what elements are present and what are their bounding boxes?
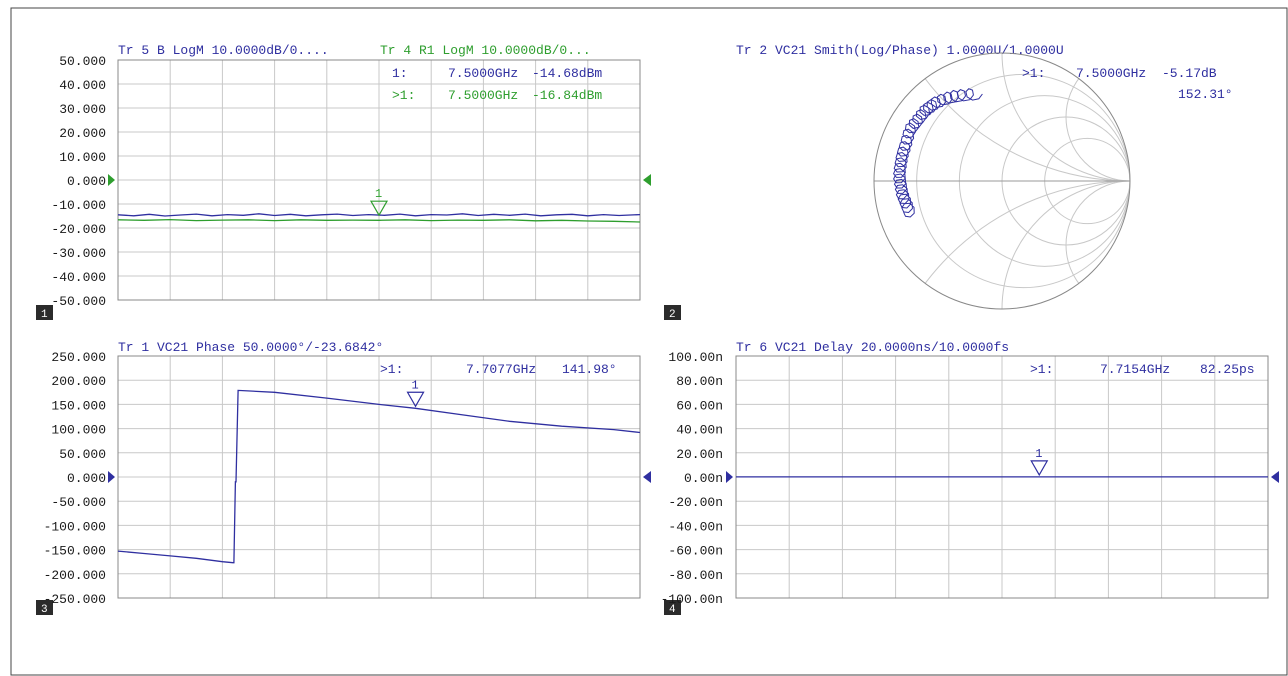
marker-number: 1: [1035, 447, 1042, 461]
marker-readout-label: >1:: [380, 362, 403, 377]
reference-arrow-left: [726, 471, 733, 483]
y-tick-label: -20.00n: [668, 495, 723, 510]
y-tick-label: -80.00n: [668, 568, 723, 583]
y-tick-label: 0.00n: [684, 471, 723, 486]
marker-readout-freq: 7.5000GHz: [1076, 66, 1146, 81]
y-tick-label: 0.000: [67, 471, 106, 486]
y-tick-label: -50.000: [51, 495, 106, 510]
panel-number-box: [664, 305, 681, 320]
marker-readout-freq: 7.7154GHz: [1100, 362, 1170, 377]
plot-frame: [117, 59, 641, 301]
marker-number: 1: [375, 187, 382, 201]
smith-outer-circle: [873, 52, 1131, 310]
y-tick-label: -30.000: [51, 246, 106, 261]
panel-number-box: [36, 600, 53, 615]
smith-trace: [893, 88, 983, 218]
y-tick-label: 60.00n: [676, 398, 723, 413]
y-tick-label: -100.00n: [661, 592, 723, 607]
marker-triangle: [1030, 460, 1049, 477]
marker-number: 1: [412, 378, 419, 392]
reference-arrow-left: [108, 174, 115, 186]
panel-1: 1 Tr 5 B LogM 10.0000dB/0.... Tr 4 R1 LogM…: [36, 43, 651, 321]
y-tick-label: -60.00n: [668, 544, 723, 559]
y-tick-label: 40.000: [59, 78, 106, 93]
marker-readout-value: 82.25ps: [1200, 362, 1255, 377]
trace-title: Tr 2 VC21 Smith(Log/Phase) 1.0000U/1.000…: [736, 43, 1064, 58]
reference-arrow-right: [643, 174, 651, 186]
marker-readout-freq: 7.5000GHz: [448, 88, 518, 103]
panel-4: 4 Tr 6 VC21 Delay 20.0000ns/10.0000fs 100.…: [661, 340, 1279, 616]
reference-arrow-right: [1271, 471, 1279, 483]
marker-readout-freq: 7.5000GHz: [448, 66, 518, 81]
y-tick-label: 50.000: [59, 54, 106, 69]
marker-readout-freq: 7.7077GHz: [466, 362, 536, 377]
series-line: [117, 218, 641, 223]
marker-readout-value: 152.31°: [1178, 87, 1233, 102]
reference-arrow-left: [108, 471, 115, 483]
y-tick-label: -20.000: [51, 222, 106, 237]
y-tick-label: -40.000: [51, 270, 106, 285]
marker-triangle: [406, 391, 425, 408]
series-line: [117, 213, 641, 217]
display-border: [10, 7, 1288, 676]
y-tick-label: 10.000: [59, 150, 106, 165]
y-tick-label: -40.00n: [668, 519, 723, 534]
trace-title: Tr 5 B LogM 10.0000dB/0....: [118, 43, 329, 58]
trace-title: Tr 6 VC21 Delay 20.0000ns/10.0000fs: [736, 340, 1009, 355]
plot-frame: [117, 355, 641, 599]
series-line: [117, 389, 641, 564]
grid: [736, 356, 1268, 598]
marker-readout-value: -16.84dBm: [532, 88, 602, 103]
y-tick-label: 100.000: [51, 423, 106, 438]
marker-readout-value: 141.98°: [562, 362, 617, 377]
y-tick-label: 0.000: [67, 174, 106, 189]
smith-reactance-arc: [1001, 180, 1130, 309]
panel-2: 2 Tr 2 VC21 Smith(Log/Phase) 1.0000U/1.00…: [664, 43, 1233, 321]
y-tick-label: 40.00n: [676, 423, 723, 438]
y-tick-label: 20.000: [59, 126, 106, 141]
y-tick-label: 20.00n: [676, 447, 723, 462]
marker-readout-label: 1:: [392, 66, 408, 81]
grid: [118, 356, 640, 598]
y-tick-label: -150.000: [44, 544, 106, 559]
marker-readout-label: >1:: [392, 88, 415, 103]
panel-number: 2: [669, 309, 676, 321]
marker-readout-value: -5.17dB: [1162, 66, 1217, 81]
grid: [118, 60, 640, 300]
panel-number-box: [36, 305, 53, 320]
y-tick-label: -200.000: [44, 568, 106, 583]
y-tick-label: -100.000: [44, 519, 106, 534]
marker-readout-label: >1:: [1022, 66, 1045, 81]
y-tick-label: -250.000: [44, 592, 106, 607]
marker-readout-value: -14.68dBm: [532, 66, 602, 81]
trace-title: Tr 1 VC21 Phase 50.0000°/-23.6842°: [118, 340, 383, 355]
smith-reactance-arc: [1065, 180, 1130, 309]
reference-arrow-right: [643, 471, 651, 483]
panel-3: 3 Tr 1 VC21 Phase 50.0000°/-23.6842° 250.0…: [36, 340, 651, 616]
y-tick-label: 150.000: [51, 398, 106, 413]
y-tick-label: 50.000: [59, 447, 106, 462]
marker-triangle: [369, 200, 389, 217]
y-tick-label: -50.000: [51, 294, 106, 309]
smith-reactance-arc: [1065, 53, 1130, 182]
y-tick-label: 250.000: [51, 350, 106, 365]
y-tick-label: 200.000: [51, 374, 106, 389]
panel-number: 4: [669, 604, 676, 616]
panel-number: 3: [41, 604, 48, 616]
trace-title: Tr 4 R1 LogM 10.0000dB/0...: [380, 43, 591, 58]
panel-number: 1: [41, 309, 48, 321]
y-tick-label: 30.000: [59, 102, 106, 117]
y-tick-label: 100.00n: [668, 350, 723, 365]
marker-readout-label: >1:: [1030, 362, 1053, 377]
y-tick-label: -10.000: [51, 198, 106, 213]
panel-number-box: [664, 600, 681, 615]
y-tick-label: 80.00n: [676, 374, 723, 389]
